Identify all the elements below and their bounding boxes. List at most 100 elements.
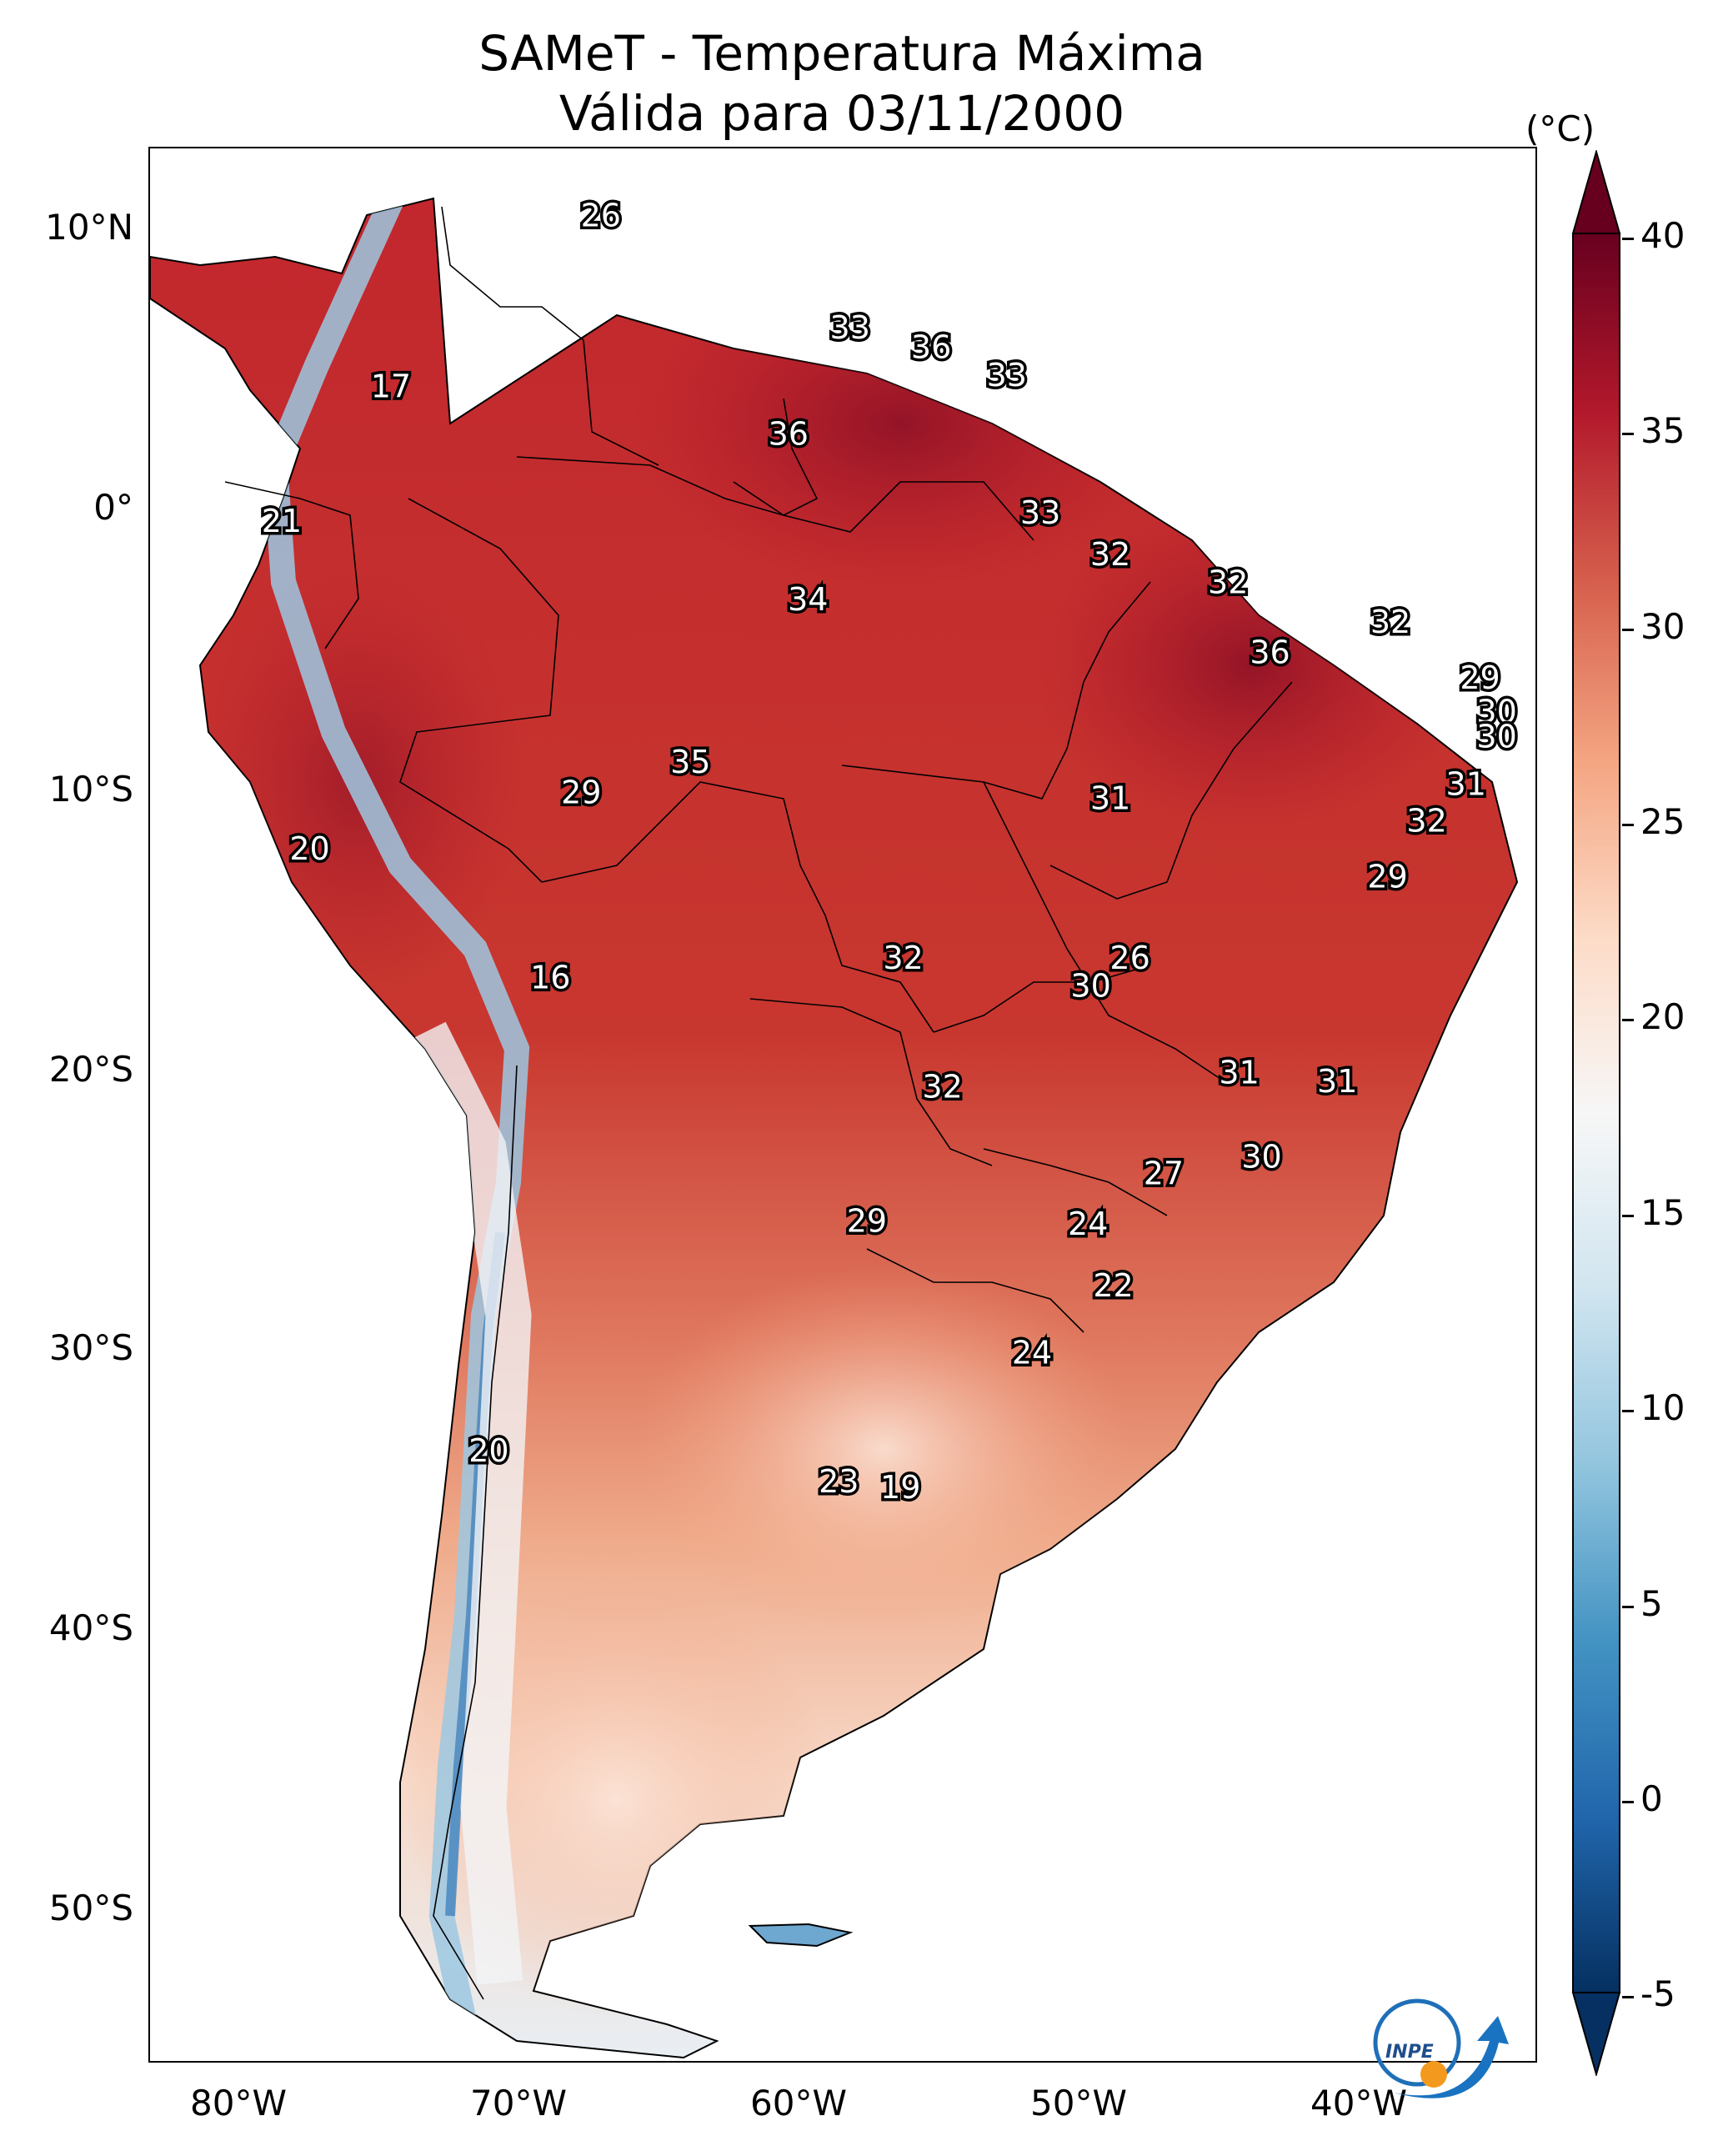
lon-label-60w: 60°W [750,2083,847,2123]
temperature-label-19: 31 [1446,766,1486,803]
temperature-label-27: 31 [1219,1055,1259,1091]
lat-label-30s: 30°S [48,1327,133,1368]
temperature-label-17: 29 [561,775,601,811]
border-paraguay [749,998,993,1166]
temperature-label-8: 32 [1090,536,1130,573]
border-brazil-states-4 [933,965,1151,1033]
colorbar-unit: (°C) [1525,108,1595,149]
land-surface [150,197,1519,2059]
temperature-label-0: 26 [581,198,621,234]
border-argentina-chile [433,1065,518,2000]
lat-label-10s: 10°S [48,769,133,810]
border-ecuador-peru [224,481,359,649]
colorbar-bottom-extension [1571,1992,1621,2076]
cbar-tickmark-5 [1622,1606,1634,1608]
map-title: SAMeT - Temperatura Máxima Válida para 0… [150,23,1534,143]
temperature-label-10: 32 [1370,604,1410,640]
temperature-label-33: 24 [1068,1206,1108,1242]
temperature-label-36: 20 [468,1432,508,1469]
lat-label-10n: 10°N [45,207,133,248]
falkland-islands [748,1923,854,1948]
lon-label-40w: 40°W [1310,2083,1407,2123]
inpe-logo-ring [1373,1998,1461,2087]
cbar-tickmark-25 [1622,824,1634,826]
temperature-label-16: 35 [670,744,710,780]
inpe-logo-dot [1420,2061,1447,2088]
temperature-label-23: 32 [883,940,923,976]
temperature-label-30: 30 [1241,1139,1281,1176]
border-brazil-states-5 [983,1148,1168,1216]
temperature-label-28: 31 [1317,1063,1357,1100]
cbar-tick-0: 0 [1640,1778,1663,1819]
temperature-label-9: 32 [1208,564,1248,601]
cbar-tickmark-0 [1622,1801,1634,1803]
temperature-label-4: 36 [911,329,951,366]
temperature-label-12: 36 [1250,634,1290,671]
cbar-tickmark-20 [1622,1019,1634,1021]
inpe-logo-text: INPE [1385,2042,1434,2063]
temperature-label-24: 26 [1109,940,1150,976]
lat-label-0: 0° [93,487,133,528]
temperature-label-14: 30 [1476,693,1516,730]
temperature-label-3: 33 [830,309,870,346]
cbar-tick-15: 15 [1640,1192,1685,1233]
border-argentina-uruguay [866,1248,1084,1333]
cbar-tick-35: 35 [1640,410,1685,451]
temperature-label-34: 22 [1093,1267,1133,1304]
border-brazil-north [516,456,1034,541]
temperature-label-25: 30 [1070,968,1110,1005]
country-borders [224,206,1293,2000]
map-plot-area: 26 17 21 33 36 33 36 33 32 32 32 34 36 29 30 30 35 29 31 31… [148,147,1537,2063]
temperature-label-20: 32 [1406,802,1446,839]
lon-label-80w: 80°W [190,2083,287,2123]
mild-area-uruguay [634,1266,1134,1632]
lon-label-50w: 50°W [1030,2083,1127,2123]
cbar-tick-10: 10 [1640,1387,1685,1428]
inpe-logo: INPE [1373,1998,1509,2098]
temperature-label-15: 30 [1476,719,1516,755]
temperature-label-22: 29 [1367,859,1407,895]
temperature-label-37: 23 [819,1463,859,1500]
temperature-label-5: 33 [987,357,1027,394]
colorbar-top-extension [1571,150,1621,234]
temperature-label-26: 16 [530,960,570,996]
temperature-label-11: 34 [788,581,828,618]
temperature-label-32: 29 [847,1203,887,1240]
border-bolivia [541,781,934,1033]
border-colombia-venezuela [441,206,659,466]
cbar-tick-30: 30 [1640,606,1685,647]
cbar-tickmark-minus5 [1622,1996,1634,1998]
colorbar-body [1572,233,1620,1993]
cbar-tick-5: 5 [1640,1583,1663,1624]
title-line-2: Válida para 03/11/2000 [558,85,1125,142]
temperature-label-6: 36 [769,416,809,453]
cbar-tick-20: 20 [1640,996,1685,1037]
temperature-label-29: 32 [922,1069,962,1106]
temperature-label-31: 27 [1144,1156,1184,1192]
hot-core-guiana [634,257,1167,590]
cbar-tickmark-10 [1622,1410,1634,1412]
cbar-tick-minus5: -5 [1640,1973,1675,2014]
temperature-label-38: 19 [880,1469,920,1506]
temperature-label-13: 29 [1460,659,1500,696]
border-brazil-states-3 [1049,681,1293,900]
border-peru-brazil [399,498,559,883]
inpe-logo-swoosh [1394,2016,1509,2098]
cbar-tickmark-40 [1622,238,1634,240]
temperature-label-1: 17 [371,369,411,405]
andes-cold-band [262,198,530,2036]
temperature-label-21: 20 [289,830,329,867]
lon-label-70w: 70°W [470,2083,567,2123]
title-line-1: SAMeT - Temperatura Máxima [478,25,1205,82]
cbar-tick-40: 40 [1640,215,1685,256]
lat-label-50s: 50°S [48,1888,133,1928]
colorbar [1571,150,1621,2076]
cbar-tick-25: 25 [1640,801,1685,842]
lat-label-40s: 40°S [48,1607,133,1648]
lat-label-20s: 20°S [48,1049,133,1090]
temperature-label-7: 33 [1020,494,1060,531]
cbar-tickmark-15 [1622,1215,1634,1217]
cbar-tickmark-35 [1622,433,1634,435]
